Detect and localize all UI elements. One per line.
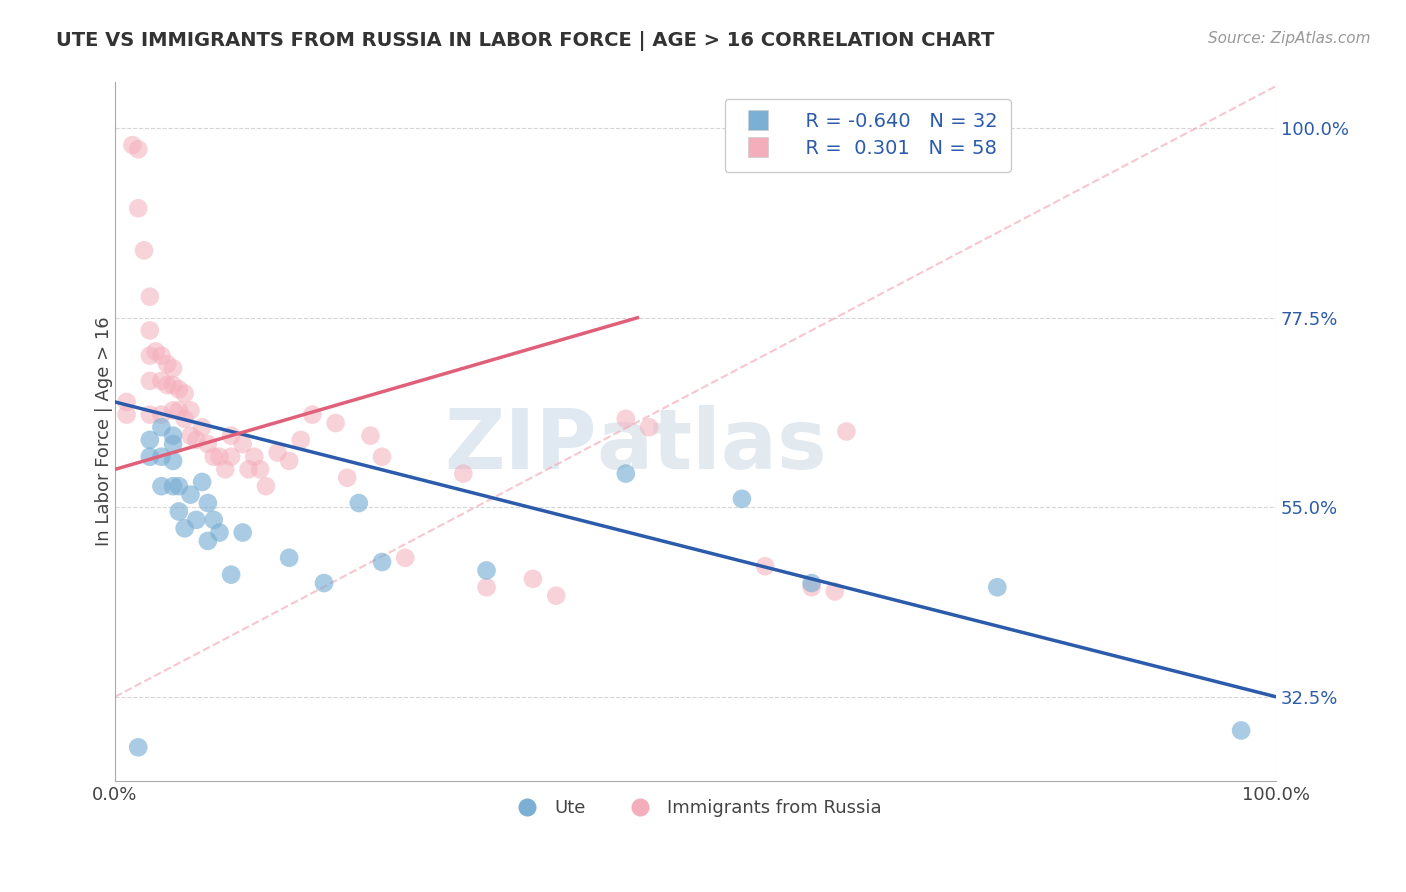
- Point: [219, 567, 242, 582]
- Text: Source: ZipAtlas.com: Source: ZipAtlas.com: [1208, 31, 1371, 46]
- Point: [475, 580, 498, 594]
- Point: [156, 378, 179, 392]
- Point: [371, 555, 394, 569]
- Point: [167, 504, 190, 518]
- Point: [232, 437, 254, 451]
- Point: [127, 142, 149, 156]
- Point: [121, 138, 143, 153]
- Point: [371, 450, 394, 464]
- Point: [1230, 723, 1253, 738]
- Point: [197, 437, 219, 451]
- Point: [347, 496, 370, 510]
- Point: [394, 550, 416, 565]
- Point: [301, 408, 323, 422]
- Point: [179, 488, 201, 502]
- Point: [173, 521, 195, 535]
- Point: [800, 580, 823, 594]
- Point: [150, 408, 173, 422]
- Point: [162, 403, 184, 417]
- Point: [139, 349, 162, 363]
- Point: [731, 491, 754, 506]
- Point: [167, 382, 190, 396]
- Point: [139, 433, 162, 447]
- Point: [824, 584, 846, 599]
- Point: [150, 420, 173, 434]
- Point: [266, 445, 288, 459]
- Point: [150, 479, 173, 493]
- Point: [162, 437, 184, 451]
- Point: [115, 395, 138, 409]
- Point: [197, 496, 219, 510]
- Point: [150, 450, 173, 464]
- Text: ZIP: ZIP: [444, 405, 596, 486]
- Point: [162, 479, 184, 493]
- Point: [359, 428, 381, 442]
- Point: [325, 416, 347, 430]
- Point: [150, 349, 173, 363]
- Point: [173, 412, 195, 426]
- Point: [754, 559, 776, 574]
- Point: [835, 425, 858, 439]
- Point: [156, 357, 179, 371]
- Point: [202, 450, 225, 464]
- Point: [800, 576, 823, 591]
- Y-axis label: In Labor Force | Age > 16: In Labor Force | Age > 16: [96, 317, 112, 546]
- Point: [475, 563, 498, 577]
- Point: [290, 433, 312, 447]
- Point: [162, 361, 184, 376]
- Point: [179, 428, 201, 442]
- Point: [139, 290, 162, 304]
- Point: [522, 572, 544, 586]
- Point: [254, 479, 277, 493]
- Point: [453, 467, 475, 481]
- Point: [167, 403, 190, 417]
- Point: [127, 201, 149, 215]
- Point: [139, 374, 162, 388]
- Point: [614, 412, 637, 426]
- Point: [127, 740, 149, 755]
- Point: [139, 323, 162, 337]
- Point: [179, 403, 201, 417]
- Point: [191, 420, 214, 434]
- Point: [278, 454, 301, 468]
- Point: [614, 467, 637, 481]
- Point: [115, 408, 138, 422]
- Point: [312, 576, 335, 591]
- Point: [278, 550, 301, 565]
- Text: UTE VS IMMIGRANTS FROM RUSSIA IN LABOR FORCE | AGE > 16 CORRELATION CHART: UTE VS IMMIGRANTS FROM RUSSIA IN LABOR F…: [56, 31, 994, 51]
- Legend: Ute, Immigrants from Russia: Ute, Immigrants from Russia: [502, 792, 889, 824]
- Point: [139, 450, 162, 464]
- Point: [208, 525, 231, 540]
- Point: [145, 344, 167, 359]
- Point: [162, 454, 184, 468]
- Point: [150, 374, 173, 388]
- Point: [162, 378, 184, 392]
- Point: [232, 525, 254, 540]
- Point: [167, 479, 190, 493]
- Point: [219, 428, 242, 442]
- Point: [139, 408, 162, 422]
- Point: [197, 533, 219, 548]
- Point: [243, 450, 266, 464]
- Point: [249, 462, 271, 476]
- Point: [546, 589, 568, 603]
- Text: atlas: atlas: [596, 405, 828, 486]
- Point: [186, 433, 208, 447]
- Point: [219, 450, 242, 464]
- Point: [173, 386, 195, 401]
- Point: [162, 428, 184, 442]
- Point: [191, 475, 214, 489]
- Point: [336, 471, 359, 485]
- Point: [186, 513, 208, 527]
- Point: [132, 244, 155, 258]
- Point: [238, 462, 260, 476]
- Point: [214, 462, 236, 476]
- Point: [202, 513, 225, 527]
- Point: [986, 580, 1008, 594]
- Point: [208, 450, 231, 464]
- Point: [638, 420, 661, 434]
